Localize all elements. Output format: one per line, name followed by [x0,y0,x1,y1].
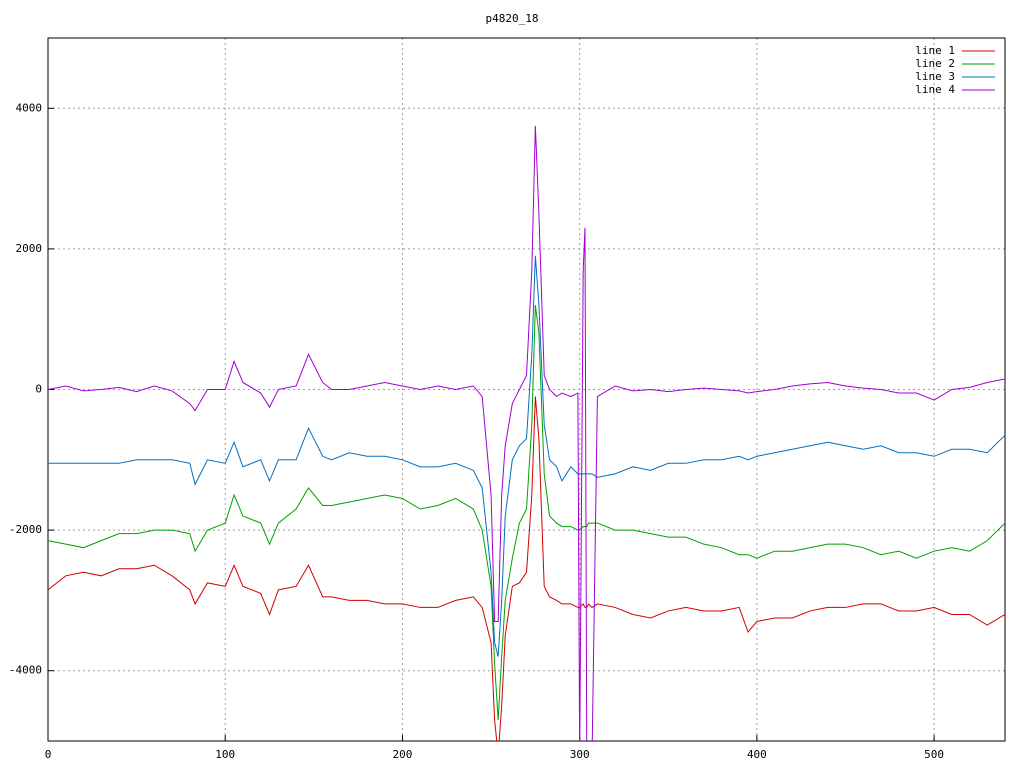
x-tick-label: 400 [747,748,767,761]
legend-label: line 4 [915,83,955,96]
y-tick-label: -4000 [9,664,42,677]
x-tick-label: 300 [570,748,590,761]
series-line [48,125,1005,741]
series-line [48,305,1005,720]
x-tick-label: 500 [924,748,944,761]
plot-area [48,125,1005,741]
y-tick-label: 2000 [16,242,43,255]
x-tick-label: 100 [215,748,235,761]
x-tick-label: 200 [393,748,413,761]
legend-label: line 2 [915,57,955,70]
y-tick-label: 4000 [16,101,43,114]
series-line [48,396,1005,741]
chart-title: p4820_18 [486,12,539,25]
plot-border [47,37,1006,742]
y-tick-label: 0 [35,383,42,396]
legend-label: line 3 [915,70,955,83]
legend-label: line 1 [915,44,955,57]
y-tick-label: -2000 [9,523,42,536]
x-tick-label: 0 [45,748,52,761]
series-line [48,255,1005,657]
